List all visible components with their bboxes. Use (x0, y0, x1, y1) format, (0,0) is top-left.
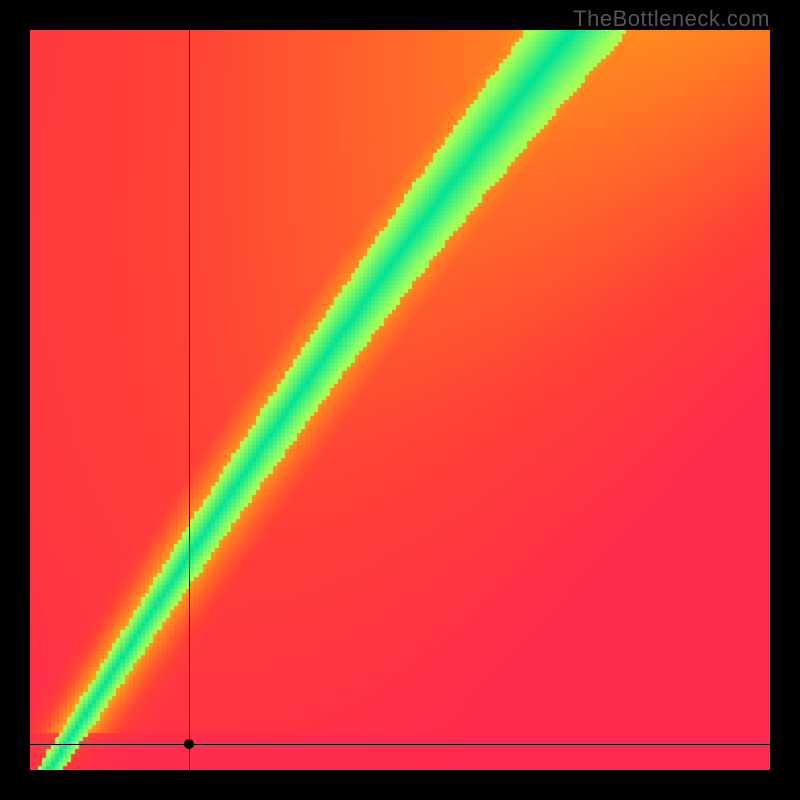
heatmap-canvas (30, 30, 770, 770)
crosshair-marker (184, 739, 194, 749)
heatmap-plot (30, 30, 770, 770)
crosshair-vertical (189, 30, 190, 770)
watermark-text: TheBottleneck.com (573, 6, 770, 32)
crosshair-horizontal (30, 744, 770, 745)
